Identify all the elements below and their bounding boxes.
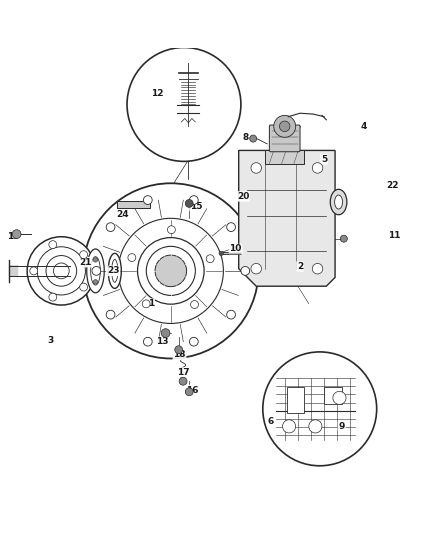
- Text: 12: 12: [152, 89, 164, 98]
- Text: 24: 24: [117, 211, 129, 219]
- Circle shape: [128, 254, 136, 262]
- Text: 10: 10: [230, 245, 242, 254]
- Circle shape: [146, 246, 195, 295]
- Text: 22: 22: [386, 181, 398, 190]
- Circle shape: [333, 391, 346, 405]
- Circle shape: [161, 329, 170, 337]
- Circle shape: [167, 226, 175, 233]
- Ellipse shape: [335, 195, 343, 209]
- Circle shape: [27, 237, 95, 305]
- Text: 8: 8: [242, 133, 248, 142]
- Text: 19: 19: [7, 232, 19, 241]
- Circle shape: [93, 258, 98, 262]
- Circle shape: [106, 310, 115, 319]
- Polygon shape: [239, 150, 335, 286]
- Circle shape: [143, 196, 152, 205]
- Circle shape: [241, 266, 250, 275]
- Circle shape: [185, 388, 193, 395]
- Circle shape: [92, 266, 101, 275]
- Circle shape: [191, 301, 198, 309]
- Ellipse shape: [330, 189, 347, 215]
- Text: 5: 5: [321, 155, 327, 164]
- Ellipse shape: [108, 253, 121, 288]
- FancyBboxPatch shape: [287, 387, 304, 413]
- Circle shape: [190, 337, 198, 346]
- Bar: [117, 201, 150, 208]
- Circle shape: [283, 420, 296, 433]
- Circle shape: [12, 230, 21, 238]
- Text: 11: 11: [388, 231, 400, 240]
- Circle shape: [206, 255, 214, 263]
- Circle shape: [155, 255, 187, 287]
- Circle shape: [309, 420, 322, 433]
- FancyBboxPatch shape: [269, 125, 300, 152]
- Circle shape: [142, 300, 150, 308]
- FancyBboxPatch shape: [265, 150, 304, 164]
- Circle shape: [251, 163, 261, 173]
- Circle shape: [251, 263, 261, 274]
- Circle shape: [227, 223, 236, 231]
- Circle shape: [46, 255, 77, 286]
- Text: 16: 16: [186, 385, 198, 394]
- Text: 23: 23: [107, 266, 119, 276]
- Circle shape: [30, 267, 38, 275]
- Circle shape: [274, 115, 296, 138]
- Circle shape: [49, 241, 57, 248]
- Text: 2: 2: [297, 262, 303, 271]
- FancyBboxPatch shape: [324, 387, 342, 405]
- Text: 4: 4: [360, 122, 367, 131]
- Text: 21: 21: [79, 257, 92, 266]
- Circle shape: [312, 263, 323, 274]
- Text: 18: 18: [173, 351, 186, 359]
- Circle shape: [312, 163, 323, 173]
- Circle shape: [179, 377, 187, 385]
- Circle shape: [93, 280, 98, 284]
- Circle shape: [49, 293, 57, 301]
- Ellipse shape: [87, 249, 104, 293]
- Circle shape: [138, 238, 204, 304]
- Circle shape: [279, 121, 290, 132]
- Text: 20: 20: [237, 192, 249, 201]
- Circle shape: [250, 135, 257, 142]
- Text: 9: 9: [339, 422, 345, 431]
- Circle shape: [190, 196, 198, 205]
- Circle shape: [185, 199, 193, 207]
- Text: 3: 3: [47, 336, 53, 345]
- Circle shape: [175, 346, 183, 354]
- Text: 15: 15: [190, 201, 202, 211]
- Circle shape: [227, 310, 236, 319]
- Text: 1: 1: [148, 299, 154, 308]
- Text: 6: 6: [268, 417, 274, 426]
- Circle shape: [83, 183, 258, 359]
- Circle shape: [106, 223, 115, 231]
- Text: 13: 13: [156, 337, 168, 346]
- Text: 7: 7: [295, 126, 301, 135]
- Circle shape: [80, 283, 88, 291]
- Circle shape: [143, 337, 152, 346]
- Circle shape: [219, 251, 223, 255]
- Circle shape: [340, 235, 347, 242]
- Circle shape: [80, 251, 88, 259]
- Text: 17: 17: [177, 368, 189, 377]
